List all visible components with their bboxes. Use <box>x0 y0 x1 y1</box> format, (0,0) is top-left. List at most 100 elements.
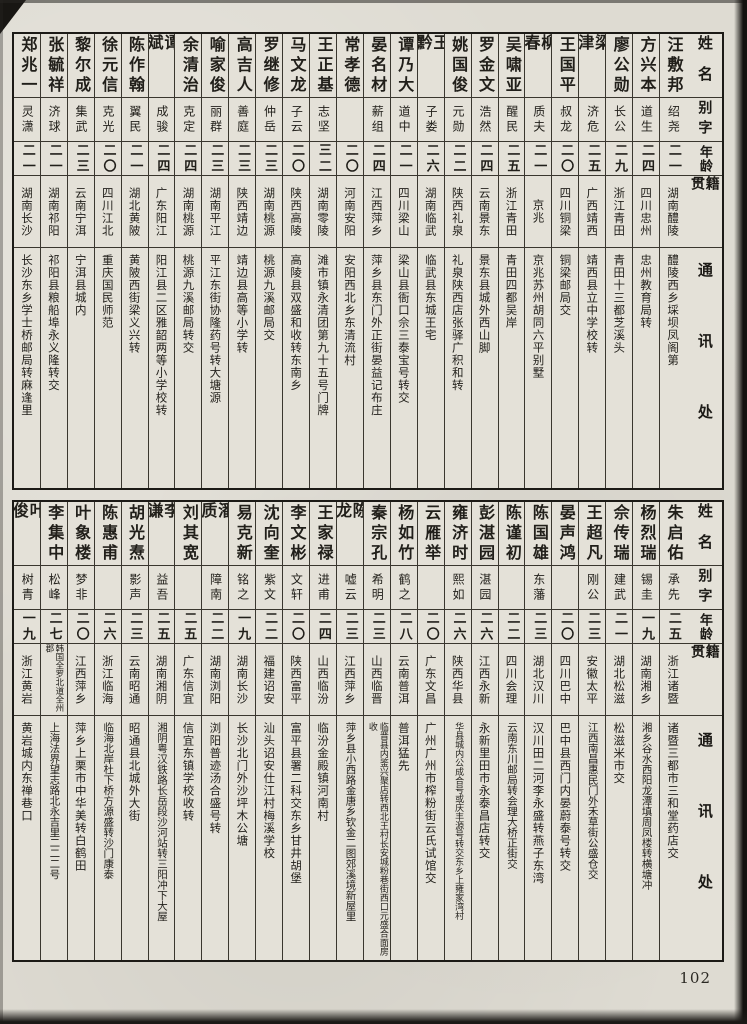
contact-address: 临武县东城王宅 <box>423 254 438 342</box>
cell-zi: 梦非 <box>67 566 94 610</box>
person-age: 二七 <box>46 610 62 643</box>
cell-zi: 紫文 <box>256 566 283 610</box>
person-name: 王家禄 <box>314 503 334 564</box>
person-column: 云雁举 二〇 广东文昌 广州广州市榨粉街云氏试馆交 <box>416 502 444 960</box>
cell-zi: 熙如 <box>444 566 471 610</box>
header-label-zi: 别字 <box>696 99 713 140</box>
cell-name: 姚国俊 <box>444 34 471 98</box>
native-place: 四川忠州 <box>639 186 654 237</box>
cell-native: 韩国全罗北道全州郡 <box>40 644 67 716</box>
courtesy-name: 济球 <box>47 104 62 135</box>
cell-native: 山西临汾 <box>310 644 337 716</box>
cell-age: 二〇 <box>552 610 579 644</box>
person-name: 叶象楼 <box>72 503 92 564</box>
contact-address: 平江东街协隆药号转大塘源 <box>208 254 223 404</box>
header-cell-name: 姓名 <box>686 34 722 98</box>
cell-native: 湖南临武 <box>417 176 444 248</box>
cell-native: 江西萍乡 <box>337 644 363 716</box>
person-column: 杨烈瑞 锡圭 一九 湖南湘乡 湘乡谷水西阳龙潭填周凤楼转横塘冲 <box>632 502 660 960</box>
person-column: 陈作翰 翼民 二一 湖北黄陂 黄陂西街梁义兴转 <box>120 34 148 488</box>
native-place: 云南景东 <box>477 186 492 237</box>
person-column: 陈国雄 东藩 二三 湖北汉川 汉川田二河李永盛转燕子东湾 <box>524 502 552 960</box>
cell-address: 临晋县内鉴兴聚店转西北王村长安城粉巷街西口元盛合面房收 <box>364 716 390 960</box>
person-column: 叶俊 树青 一九 浙江黄岩 黄岩城内东禅巷口 <box>13 502 40 960</box>
person-age: 二〇 <box>558 610 574 643</box>
person-name: 沈向奎 <box>260 503 280 564</box>
cell-name: 高吉人 <box>229 34 256 98</box>
native-place: 江西萍乡 <box>369 186 384 237</box>
person-age: 二三 <box>208 142 224 175</box>
person-age: 二三 <box>73 142 89 175</box>
person-age: 二四 <box>369 142 385 175</box>
header-cell-native: 籍贯 <box>686 644 722 716</box>
courtesy-name: 长公 <box>612 104 627 135</box>
cell-address: 桃源九溪邮局交 <box>256 248 282 488</box>
person-name: 徐元信 <box>99 35 119 96</box>
person-column: 梁津 济危 二五 广西靖西 靖西县立中学校转 <box>578 34 606 488</box>
native-place: 陕西华县 <box>450 654 465 705</box>
cell-address: 醴陵西乡埰坝凤阁第 <box>660 248 686 488</box>
cell-zi: 元勋 <box>444 98 471 142</box>
courtesy-name: 薪组 <box>370 104 385 135</box>
person-name: 胡光焘 <box>126 503 145 564</box>
cell-zi <box>337 98 363 142</box>
cell-age: 二二 <box>498 610 525 644</box>
courtesy-name: 益吾 <box>154 572 169 603</box>
person-name: 陈惠甫 <box>99 503 119 564</box>
person-name: 常孝德 <box>341 35 361 96</box>
cell-age: 二四 <box>633 142 660 176</box>
cell-native: 湖北松滋 <box>606 644 633 716</box>
cell-zi: 障南 <box>202 566 229 610</box>
cell-zi: 文轩 <box>283 566 310 610</box>
person-column: 汪敷邦 绍尧 二一 湖南醴陵 醴陵西乡埰坝凤阁第 <box>659 34 686 488</box>
cell-address: 萍乡上栗市中华美转白鹤田 <box>68 716 94 960</box>
cell-age: 二三 <box>337 610 363 644</box>
native-place: 湖南临武 <box>423 186 438 237</box>
contact-address: 临晋县内鉴兴聚店转西北王村长安城粉巷街西口元盛合面房收 <box>366 722 388 956</box>
cell-address: 黄岩城内东禅巷口 <box>14 716 40 960</box>
cell-native: 浙江青田 <box>606 176 633 248</box>
native-place: 陕西高陵 <box>289 186 304 237</box>
person-column: 王正基 志坚 三二 湖南零陵 滩市镇永清团第九十五号门牌 <box>309 34 337 488</box>
cell-name: 马文龙 <box>283 34 310 98</box>
cell-native: 四川梁山 <box>390 176 417 248</box>
native-place: 广东信宜 <box>181 654 196 705</box>
contact-address: 上海法界望志路北永吉里二二二号 <box>48 722 61 880</box>
native-place: 江西萍乡 <box>343 654 357 705</box>
header-cell-zi: 别字 <box>686 98 722 142</box>
cell-address: 祁阳县粮船埠永义隆转交 <box>41 248 67 488</box>
cell-native: 江西萍乡 <box>363 176 390 248</box>
cell-age: 三二 <box>310 142 337 176</box>
native-place: 湖南桃源 <box>181 186 196 237</box>
person-age: 二二 <box>262 610 278 643</box>
courtesy-name: 元勋 <box>450 104 465 135</box>
cell-address: 青田十三都芝溪头 <box>606 248 632 488</box>
cell-name: 吴啸亚 <box>498 34 525 98</box>
cell-age: 二二 <box>256 610 283 644</box>
contact-address: 宁洱县城内 <box>73 254 88 317</box>
courtesy-name: 锡圭 <box>639 572 654 603</box>
native-place: 湖南长沙 <box>235 654 250 705</box>
person-column: 陈谨初 二二 四川会理 云南东川邮局转会理大桥正街交 <box>497 502 525 960</box>
cell-address: 萍乡县小西路金唐乡钦金二图郊溪境新屋里 <box>337 716 363 960</box>
cell-native: 四川江北 <box>94 176 121 248</box>
contact-address: 临海北岸杜下桥方源盛转沙门康泰 <box>102 722 115 880</box>
cell-zi: 子云 <box>283 98 310 142</box>
cell-address: 诸暨三都市三和堂药店交 <box>660 716 686 960</box>
cell-native: 云南普洱 <box>390 644 417 716</box>
courtesy-name: 文轩 <box>289 572 304 603</box>
cell-address: 重庆国民师范 <box>95 248 121 488</box>
cell-native: 陕西华县 <box>444 644 471 716</box>
person-age: 二六 <box>100 610 116 643</box>
person-age: 二三 <box>262 142 278 175</box>
cell-native: 湖北汉川 <box>525 644 552 716</box>
person-column: 余清治 克定 二四 湖南桃源 桃源九溪邮局转交 <box>174 34 202 488</box>
native-place: 四川会理 <box>504 654 519 705</box>
cell-address: 巴中县西门内晏蔚泰号转交 <box>552 716 578 960</box>
person-name: 谭斌 <box>148 34 175 70</box>
person-column: 徐元信 克光 二〇 四川江北 重庆国民师范 <box>93 34 121 488</box>
cell-zi <box>552 566 579 610</box>
contact-address: 汉川田二河李永盛转燕子东湾 <box>531 722 546 885</box>
cell-age: 二五 <box>175 610 202 644</box>
cell-native: 湖南平江 <box>202 176 229 248</box>
